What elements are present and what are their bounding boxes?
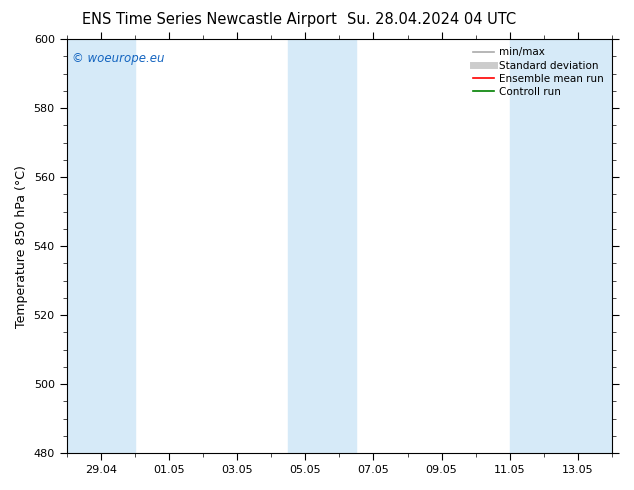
Text: Su. 28.04.2024 04 UTC: Su. 28.04.2024 04 UTC <box>347 12 515 27</box>
Bar <box>67 39 135 453</box>
Text: © woeurope.eu: © woeurope.eu <box>72 51 165 65</box>
Y-axis label: Temperature 850 hPa (°C): Temperature 850 hPa (°C) <box>15 165 28 328</box>
Legend: min/max, Standard deviation, Ensemble mean run, Controll run: min/max, Standard deviation, Ensemble me… <box>470 44 607 100</box>
Bar <box>510 39 578 453</box>
Bar <box>578 39 612 453</box>
Text: ENS Time Series Newcastle Airport: ENS Time Series Newcastle Airport <box>82 12 337 27</box>
Bar <box>288 39 356 453</box>
